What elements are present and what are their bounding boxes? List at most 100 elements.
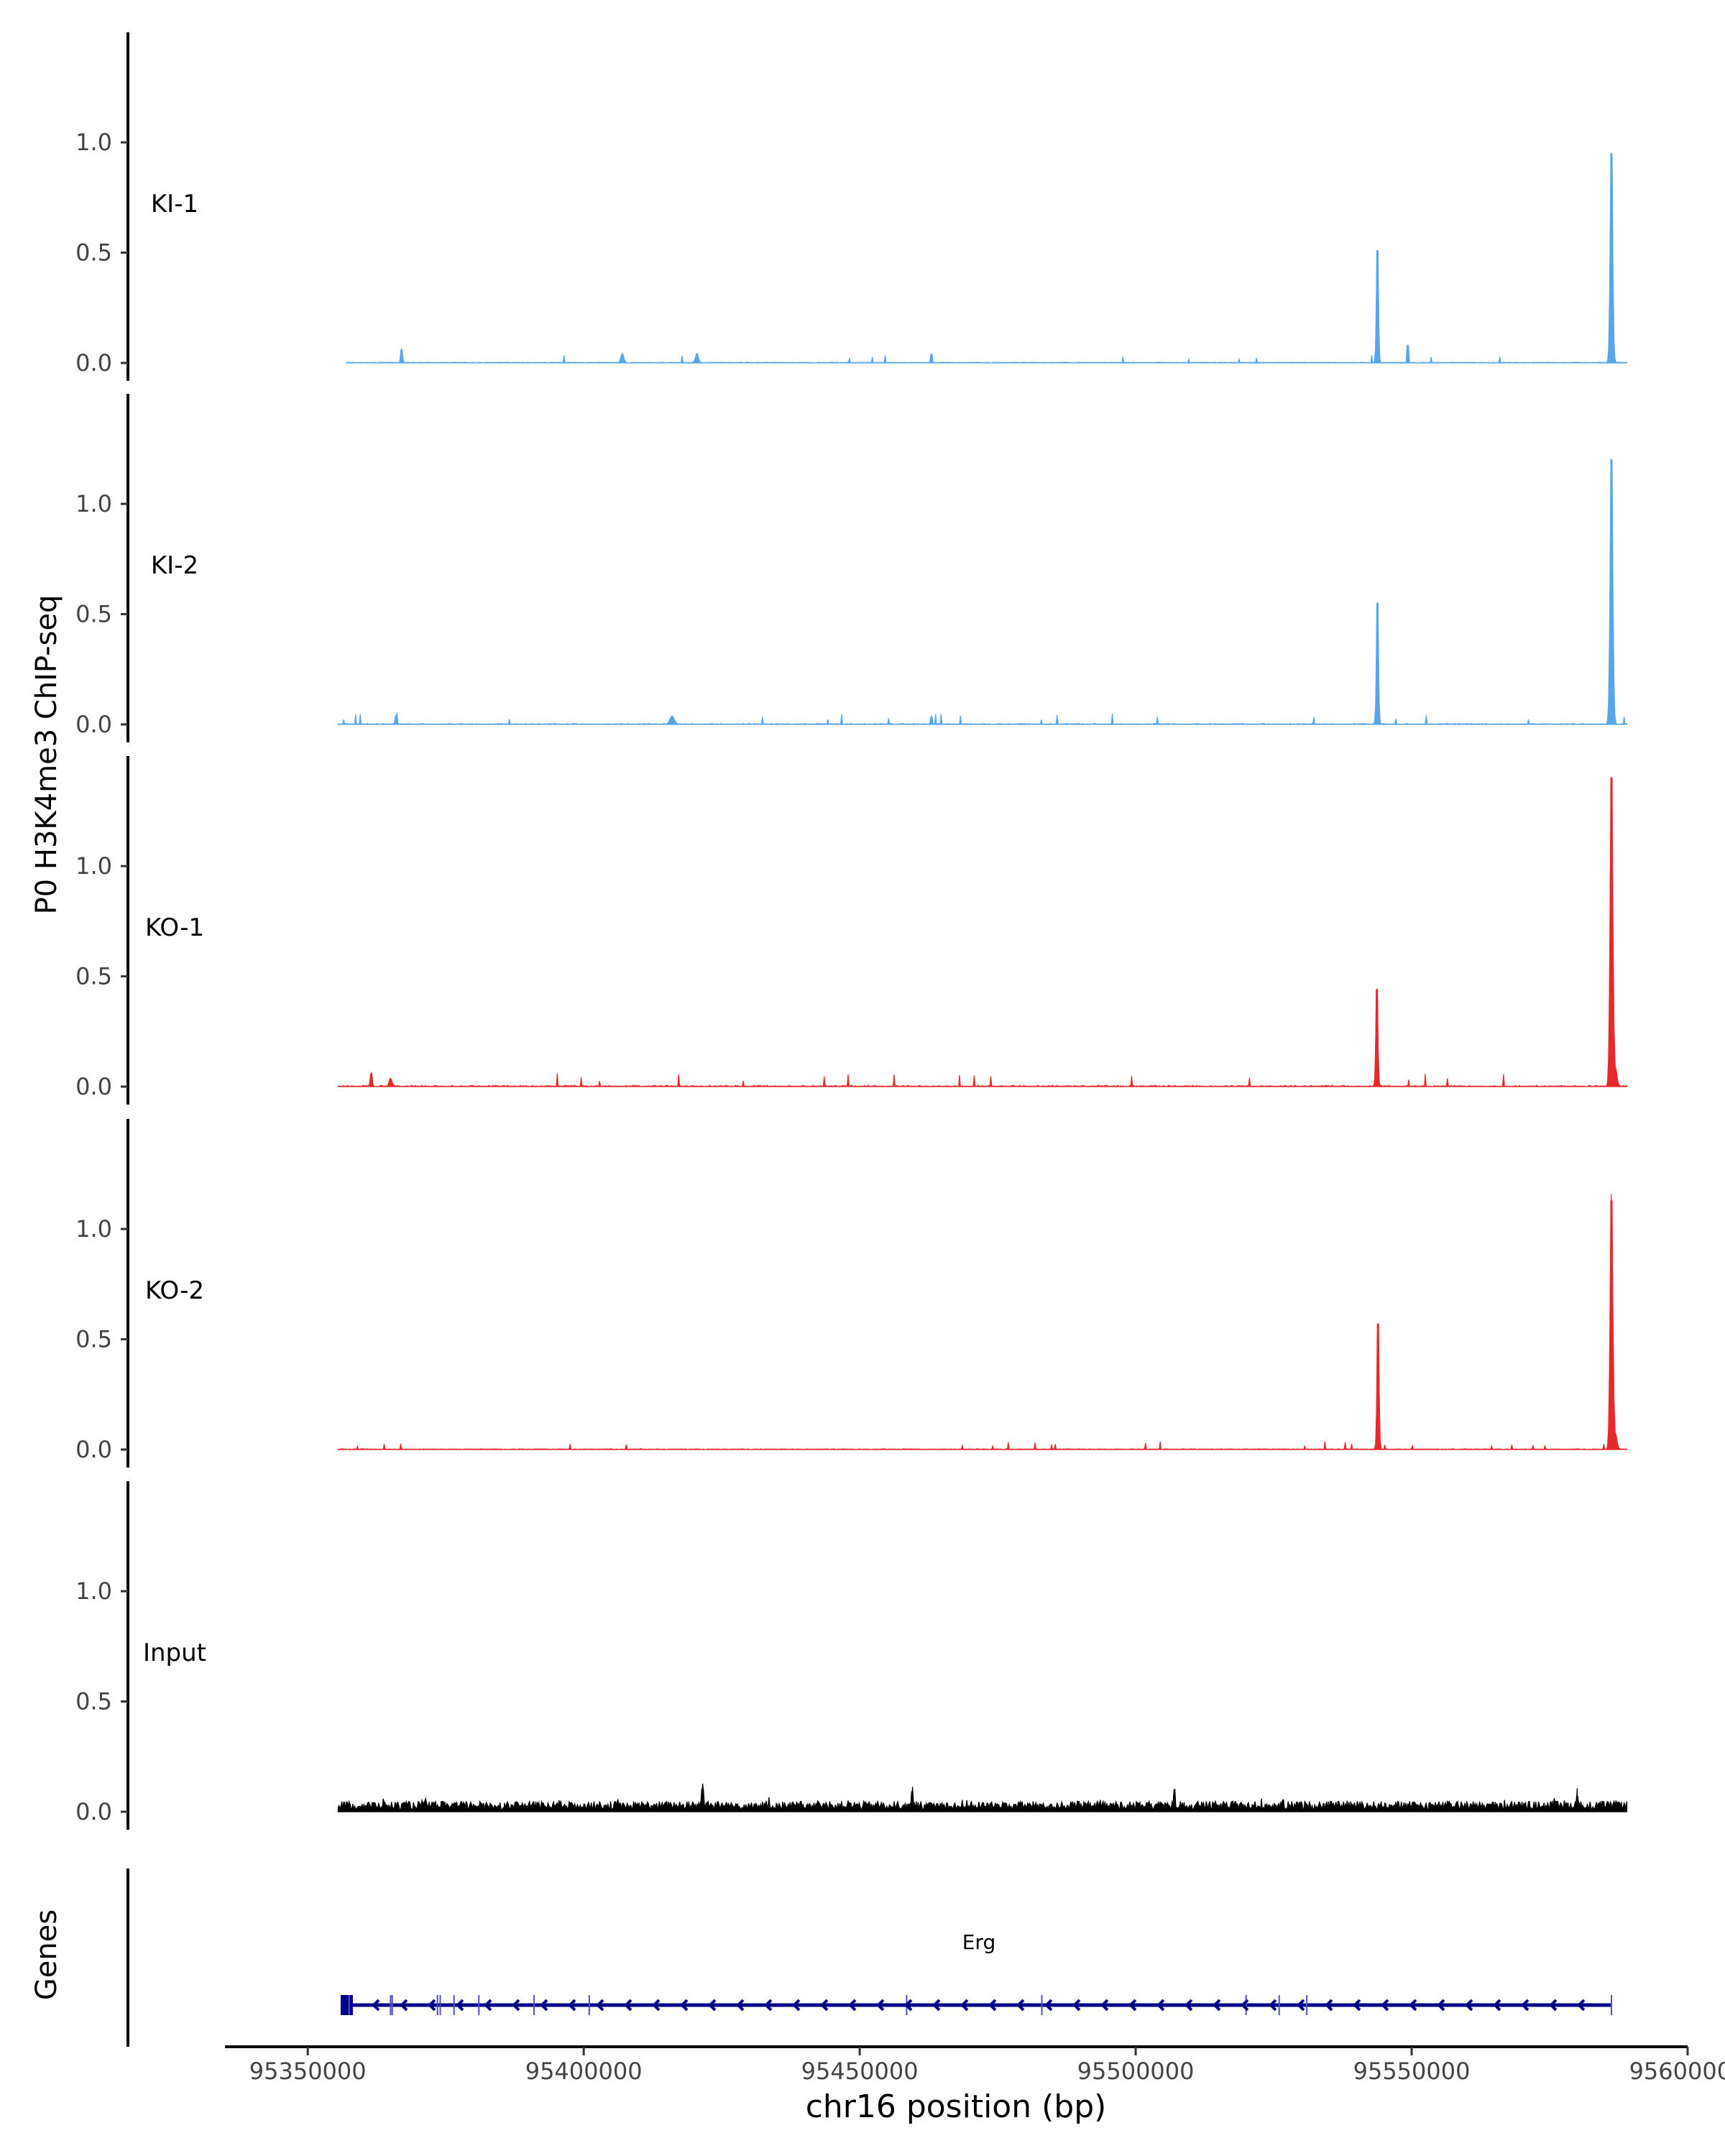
y-tick-label: 0.0	[75, 1798, 112, 1825]
strand-arrow	[624, 1999, 632, 2012]
x-tick-label: 95600000	[1629, 2058, 1725, 2085]
signal-peak	[387, 1079, 394, 1087]
y-tick-label: 1.0	[75, 490, 112, 517]
signal-peak	[1375, 250, 1380, 363]
signal-peak	[620, 354, 625, 363]
x-axis-title: chr16 position (bp)	[806, 2088, 1107, 2125]
track-ki-2: 0.0 0.5 1.0 KI-2	[75, 394, 1628, 742]
strand-arrow	[904, 1999, 913, 2012]
signal-area	[337, 1783, 1628, 1812]
signal-peak	[1609, 459, 1614, 724]
y-tick-label: 1.0	[75, 852, 112, 880]
track-ko-1: 0.0 0.5 1.0 KO-1	[75, 756, 1628, 1105]
y-tick-label: 0.0	[75, 711, 112, 738]
strand-arrow	[400, 1999, 408, 2012]
y-tick-label: 0.5	[75, 1688, 112, 1715]
strand-arrow	[372, 1999, 380, 2012]
strand-arrow	[764, 1999, 773, 2012]
strand-arrow	[1381, 1999, 1389, 2012]
x-tick-label: 95450000	[801, 2058, 919, 2085]
strand-arrow	[680, 1999, 689, 2012]
strand-arrow	[960, 1999, 969, 2012]
x-tick-label: 95400000	[525, 2058, 643, 2085]
strand-arrow	[1493, 1999, 1501, 2012]
signal-area	[337, 459, 1628, 726]
track-label: KI-2	[151, 551, 198, 580]
y-tick-label: 0.5	[75, 1326, 112, 1353]
x-axis: 95350000 95400000 95450000 95500000 95550000…	[225, 2045, 1725, 2085]
signal-peak	[1575, 1796, 1580, 1812]
strand-arrow	[1325, 1999, 1333, 2012]
strand-arrow	[792, 1999, 801, 2012]
signal-peak	[1375, 603, 1380, 724]
strand-arrow	[1156, 1999, 1165, 2012]
signal-peak	[399, 349, 404, 363]
strand-arrow	[428, 1999, 436, 2012]
strand-arrow	[1269, 1999, 1277, 2012]
signal-peak	[1609, 778, 1614, 1087]
signal-peak	[700, 1789, 705, 1812]
y-tick-label: 1.0	[75, 1577, 112, 1605]
signal-peak	[1609, 153, 1614, 363]
signal-peak	[929, 354, 934, 363]
strand-arrow	[848, 1999, 857, 2012]
strand-arrow	[540, 1999, 548, 2012]
strand-arrow	[876, 1999, 885, 2012]
signal-peak	[369, 1073, 374, 1087]
x-tick-label: 95550000	[1353, 2058, 1471, 2085]
strand-arrow	[1549, 1999, 1558, 2012]
strand-arrow	[652, 1999, 661, 2012]
strand-arrow	[1409, 1999, 1417, 2012]
strand-arrow	[1072, 1999, 1081, 2012]
y-tick-label: 0.5	[75, 963, 112, 990]
strand-arrow	[988, 1999, 997, 2012]
signal-peak	[668, 717, 676, 724]
strand-arrow	[568, 1999, 576, 2012]
strand-arrow	[1213, 1999, 1221, 2012]
strand-arrow	[1044, 1999, 1053, 2012]
strand-arrow	[1100, 1999, 1109, 2012]
y-axis-title: P0 H3K4me3 ChIP-seq	[30, 595, 63, 915]
strand-arrow	[736, 1999, 745, 2012]
strand-arrow	[1016, 1999, 1025, 2012]
strand-arrow	[1465, 1999, 1473, 2012]
track-ki-1: 0.0 0.5 1.0 KI-1	[75, 32, 1628, 381]
y-tick-label: 0.0	[75, 1436, 112, 1463]
track-label: KO-2	[145, 1276, 204, 1305]
y-tick-label: 0.5	[75, 601, 112, 628]
tracks-layer: 0.00.51.0KI-10.00.51.0KI-20.00.51.0KO-10…	[75, 32, 1628, 1830]
signal-area	[337, 776, 1628, 1087]
track-input: 0.0 0.5 1.0 Input	[75, 1481, 1628, 1830]
strand-arrow	[708, 1999, 717, 2012]
x-tick-label: 95350000	[249, 2058, 367, 2085]
track-label: KO-1	[145, 913, 204, 942]
signal-peak	[1376, 1324, 1381, 1450]
signal-peak	[1405, 345, 1410, 363]
y-tick-label: 1.0	[75, 129, 112, 156]
y-tick-label: 0.0	[75, 1073, 112, 1100]
x-tick-label: 95500000	[1077, 2058, 1195, 2085]
gene-erg: Erg	[340, 1930, 1613, 2015]
y-tick-label: 0.0	[75, 349, 112, 377]
strand-arrow	[1577, 1999, 1586, 2012]
signal-peak	[1612, 1434, 1619, 1450]
track-label: KI-1	[151, 190, 198, 218]
strand-arrow	[1437, 1999, 1445, 2012]
strand-arrow	[1297, 1999, 1305, 2012]
strand-arrow	[512, 1999, 520, 2012]
signal-peak	[910, 1794, 915, 1812]
signal-peak	[1609, 1200, 1614, 1450]
strand-arrow	[1184, 1999, 1193, 2012]
track-ko-2: 0.0 0.5 1.0 KO-2	[75, 1119, 1628, 1468]
signal-peak	[394, 715, 399, 724]
strand-arrow	[456, 1999, 464, 2012]
signal-peak	[1172, 1794, 1177, 1812]
strand-arrow	[1128, 1999, 1137, 2012]
genes-panel: Erg	[126, 1869, 1613, 2047]
signal-area	[337, 1194, 1628, 1450]
signal-peak	[1612, 1069, 1619, 1087]
track-label: Input	[143, 1639, 206, 1667]
signal-peak	[694, 354, 700, 363]
strand-arrow	[596, 1999, 604, 2012]
y-tick-label: 0.5	[75, 239, 112, 267]
